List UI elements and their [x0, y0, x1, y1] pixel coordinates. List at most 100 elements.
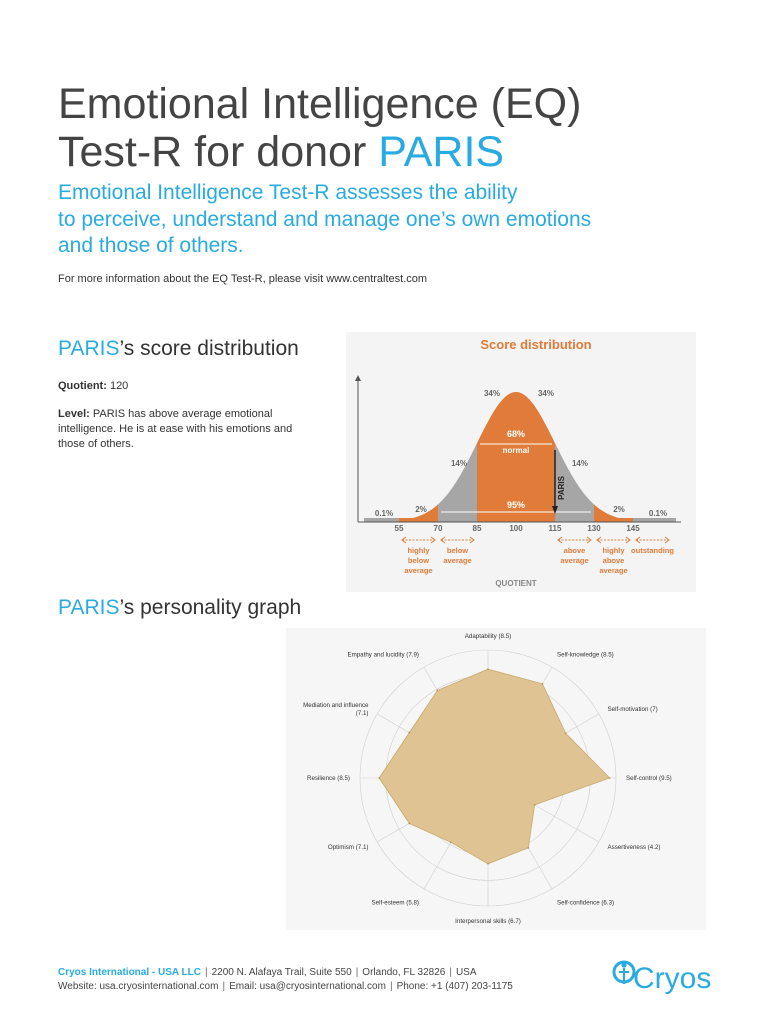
percent-label: 14%	[572, 459, 588, 468]
percent-label: 34%	[538, 389, 554, 398]
tail-high	[633, 518, 676, 522]
x-axis-label: QUOTIENT	[495, 579, 536, 588]
category-label: above	[603, 556, 625, 565]
percent-label: 0.1%	[375, 509, 393, 518]
footer-phone: Phone: +1 (407) 203-1175	[396, 981, 513, 992]
area-85-115	[477, 392, 555, 522]
chart-title: Score distribution	[480, 337, 591, 352]
radar-axis-label: (7.1)	[356, 710, 369, 717]
radar-axis-label: Adaptability (8.5)	[465, 633, 511, 640]
y-axis-arrow	[355, 375, 361, 381]
personality-section-name: PARIS	[58, 596, 120, 619]
category-label: highly	[602, 546, 625, 555]
x-tick-label: 85	[473, 524, 482, 533]
category-label: average	[443, 556, 471, 565]
x-tick-label: 130	[587, 524, 601, 533]
radar-axis-label: Assertiveness (4.2)	[608, 844, 661, 851]
footer-line-1: Cryos International - USA LLC | 2200 N. Al…	[58, 966, 513, 980]
category-arrow-head	[596, 536, 602, 544]
subtitle-line-2: to perceive, understand and manage one’s…	[58, 207, 592, 231]
area-70-85	[438, 443, 477, 522]
percent-label: 2%	[613, 505, 625, 514]
radar-axis-label: Resilience (8.5)	[307, 775, 350, 782]
category-label: average	[599, 566, 627, 575]
footer-line-2: Website: usa.cryosinternational.com | Emai…	[58, 980, 513, 994]
paris-marker-label: PARIS	[557, 475, 566, 500]
footer-address-street: 2200 N. Alafaya Trail, Suite 550	[211, 967, 352, 978]
radar-point	[541, 682, 544, 685]
logo-wordmark: Cryos	[633, 962, 711, 995]
footer-separator: |	[222, 981, 226, 992]
personality-section-title-suffix: ’s personality graph	[119, 596, 302, 619]
area-115-130	[555, 443, 594, 522]
subtitle-line-3: and those of others.	[58, 234, 244, 257]
logo-dot	[621, 962, 627, 968]
radar-point	[487, 862, 489, 865]
category-label: outstanding	[631, 546, 674, 555]
page-subtitle: Emotional Intelligence Test-R assesses t…	[58, 180, 738, 260]
tail-low	[364, 518, 399, 522]
title-line-2-prefix: Test-R for donor	[58, 128, 379, 176]
percent-label: 2%	[415, 505, 427, 514]
quotient-value: 120	[106, 380, 129, 392]
category-arrow-head	[440, 536, 446, 544]
x-tick-label: 145	[626, 524, 640, 533]
category-label: average	[560, 556, 588, 565]
footer-separator: |	[449, 967, 452, 978]
level-label: Level:	[58, 408, 90, 420]
category-arrow-head	[469, 536, 475, 544]
band-95-label: 95%	[507, 500, 525, 510]
footer-separator: |	[355, 967, 359, 978]
radar-point	[436, 689, 439, 692]
radar-axis-label: Mediation and influence	[303, 702, 369, 709]
percent-label: 14%	[451, 459, 467, 468]
subtitle-line-1: Emotional Intelligence Test-R assesses t…	[58, 181, 518, 204]
radar-point	[408, 822, 411, 825]
radar-point	[378, 777, 380, 779]
radar-point	[608, 777, 611, 779]
score-section-name: PARIS	[58, 337, 120, 360]
title-line-1: Emotional Intelligence (EQ)	[58, 80, 582, 128]
radar-axis-label: Self-esteem (5.8)	[372, 900, 419, 907]
radar-axis-label: Optimism (7.1)	[328, 844, 369, 851]
radar-axis-label: Self-knowledge (8.5)	[557, 651, 614, 658]
footer-address-city: Orlando, FL 32826	[362, 967, 446, 978]
radar-axis-label: Self-control (9.5)	[626, 775, 672, 782]
category-label: above	[564, 546, 586, 555]
radar-axis-label: Interpersonal skills (6.7)	[455, 918, 521, 925]
radar-point	[487, 668, 489, 670]
radar-point	[527, 847, 530, 849]
radar-point	[408, 731, 411, 734]
category-label: below	[447, 546, 468, 555]
radar-point	[450, 841, 452, 844]
category-arrow-head	[664, 536, 670, 544]
category-label: highly	[407, 546, 430, 555]
quotient-label: Quotient:	[58, 380, 107, 392]
footer-company: Cryos International - USA LLC	[58, 967, 201, 978]
score-distribution-chart: Score distribution 55 70 85 100 115 130 145 0.1%…	[346, 332, 696, 592]
radar-axis-label: Empathy and lucidity (7.9)	[347, 651, 419, 658]
radar-axis-label: Self-motivation (7)	[608, 706, 658, 713]
category-arrow-head	[557, 536, 563, 544]
footer-separator: |	[204, 967, 208, 978]
logo-figure	[619, 968, 629, 984]
level-text: PARIS has above average emotional intell…	[58, 408, 293, 450]
radar-point	[533, 804, 536, 806]
footer-separator: |	[389, 981, 393, 992]
score-section-title: PARIS’s score distribution	[58, 337, 299, 361]
footer-address-country: USA	[455, 967, 477, 978]
page-title: Emotional Intelligence (EQ) Test-R for d…	[58, 80, 738, 176]
x-tick-label: 55	[395, 524, 404, 533]
score-section-title-suffix: ’s score distribution	[119, 337, 299, 360]
x-tick-label: 115	[549, 524, 562, 533]
radar-point	[564, 732, 567, 734]
percent-label: 34%	[484, 389, 500, 398]
footer-email-link[interactable]: Email: usa@cryosinternational.com	[229, 981, 386, 992]
x-tick-label: 100	[509, 524, 523, 533]
personality-radar-chart: Adaptability (8.5) Self-knowledge (8.5) Se…	[286, 628, 706, 930]
footer: Cryos International - USA LLC | 2200 N. Al…	[58, 966, 513, 994]
category-label: average	[404, 566, 432, 575]
category-arrow-head	[430, 536, 436, 544]
x-tick-label: 70	[434, 524, 443, 533]
footer-website-link[interactable]: Website: usa.cryosinternational.com	[58, 981, 219, 992]
